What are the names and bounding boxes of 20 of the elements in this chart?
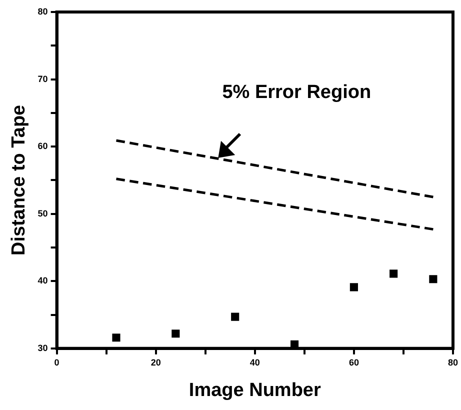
point <box>231 312 240 321</box>
y-tick-label: 30 <box>38 342 48 353</box>
point <box>350 283 358 292</box>
y-tick-label: 80 <box>38 6 48 16</box>
point <box>172 330 180 338</box>
y-tick-label: 40 <box>38 276 48 286</box>
point <box>429 275 438 284</box>
y-tick-label: 70 <box>38 74 48 84</box>
y-tick-label: 60 <box>38 141 48 152</box>
point <box>112 334 120 342</box>
x-tick-label: 20 <box>150 357 161 368</box>
x-axis-title: Image Number <box>188 380 322 401</box>
point <box>390 270 398 278</box>
annotation: 5% Error Region <box>222 82 372 103</box>
y-tick-label: 50 <box>38 208 48 218</box>
x-tick-label: 40 <box>250 357 260 368</box>
x-tick-label: 60 <box>348 357 359 368</box>
x-tick-label: 80 <box>448 357 458 368</box>
x-tick-label: 0 <box>54 357 60 368</box>
y-axis-title: Distance to Tape <box>8 104 30 256</box>
